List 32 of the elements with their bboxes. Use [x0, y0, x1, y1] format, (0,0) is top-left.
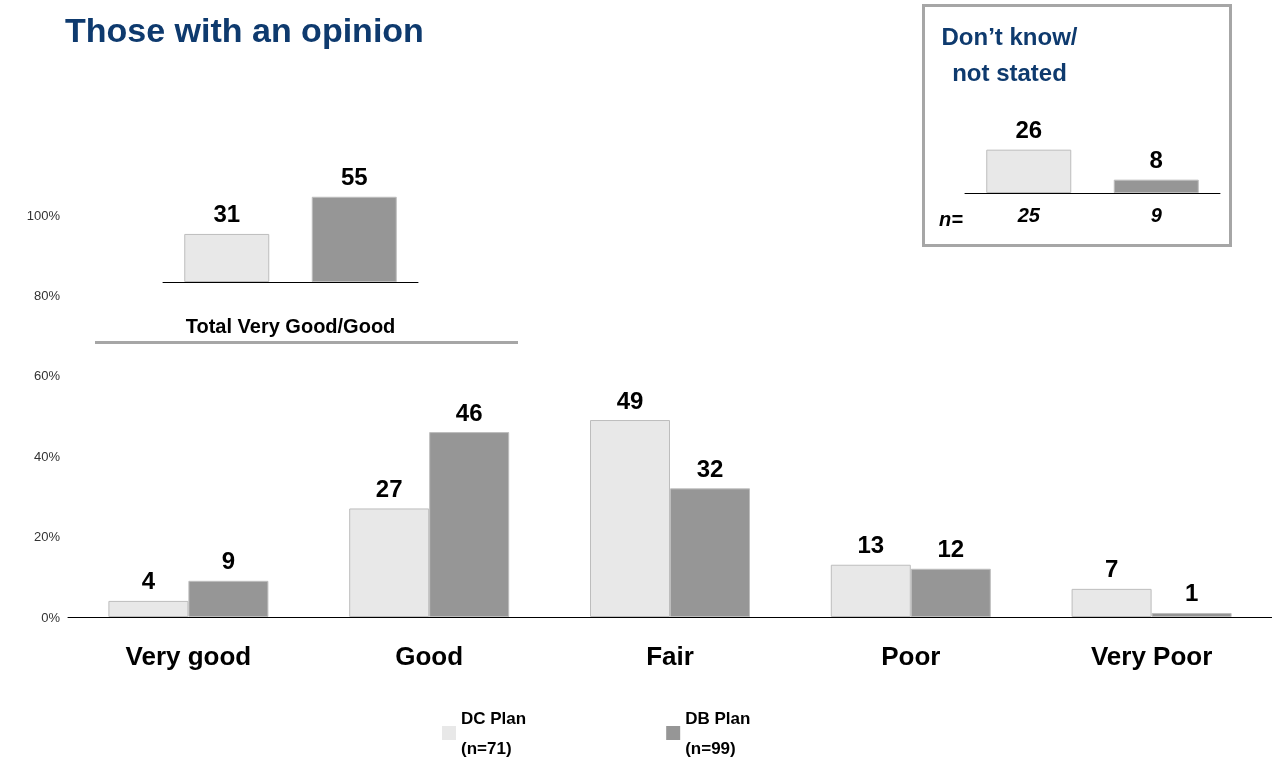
y-tick-label: 80%: [33, 287, 61, 303]
y-tick-label: 40%: [33, 448, 61, 464]
data-label: 32: [696, 454, 724, 482]
x-tick-label: Poor: [881, 641, 941, 671]
data-label: 26: [1015, 116, 1043, 144]
annotation: n=: [939, 208, 964, 230]
legend-label: DC Plan (n=71): [461, 708, 527, 758]
y-tick-label: 100%: [26, 207, 61, 223]
data-label: 9: [221, 547, 236, 575]
chart-title: Don’t know/ not stated: [941, 22, 1078, 86]
data-label: 31: [213, 200, 241, 228]
x-tick-label: Very good: [125, 641, 252, 671]
data-label: 7: [1104, 555, 1119, 583]
y-tick-label: 60%: [33, 368, 61, 384]
data-label: 49: [616, 386, 644, 414]
x-tick-label: 25: [1016, 204, 1041, 226]
x-tick-label: Fair: [646, 641, 694, 671]
text: Those with an opinion: [65, 11, 424, 49]
y-tick-label: 20%: [33, 529, 61, 545]
data-label: 27: [375, 474, 403, 502]
x-tick-label: Very Poor: [1090, 641, 1213, 671]
data-label: 12: [937, 535, 965, 563]
data-label: 46: [455, 398, 483, 426]
data-label: 8: [1149, 146, 1163, 174]
y-tick-label: 0%: [41, 609, 61, 625]
data-label: 1: [1184, 579, 1199, 607]
data-label: 4: [141, 567, 156, 595]
x-axis-title: Total Very Good/Good: [185, 315, 396, 337]
data-label: 13: [857, 531, 885, 559]
legend-label: DB Plan (n=99): [685, 708, 751, 758]
x-tick-label: Good: [395, 641, 464, 671]
data-label: 55: [340, 163, 368, 191]
